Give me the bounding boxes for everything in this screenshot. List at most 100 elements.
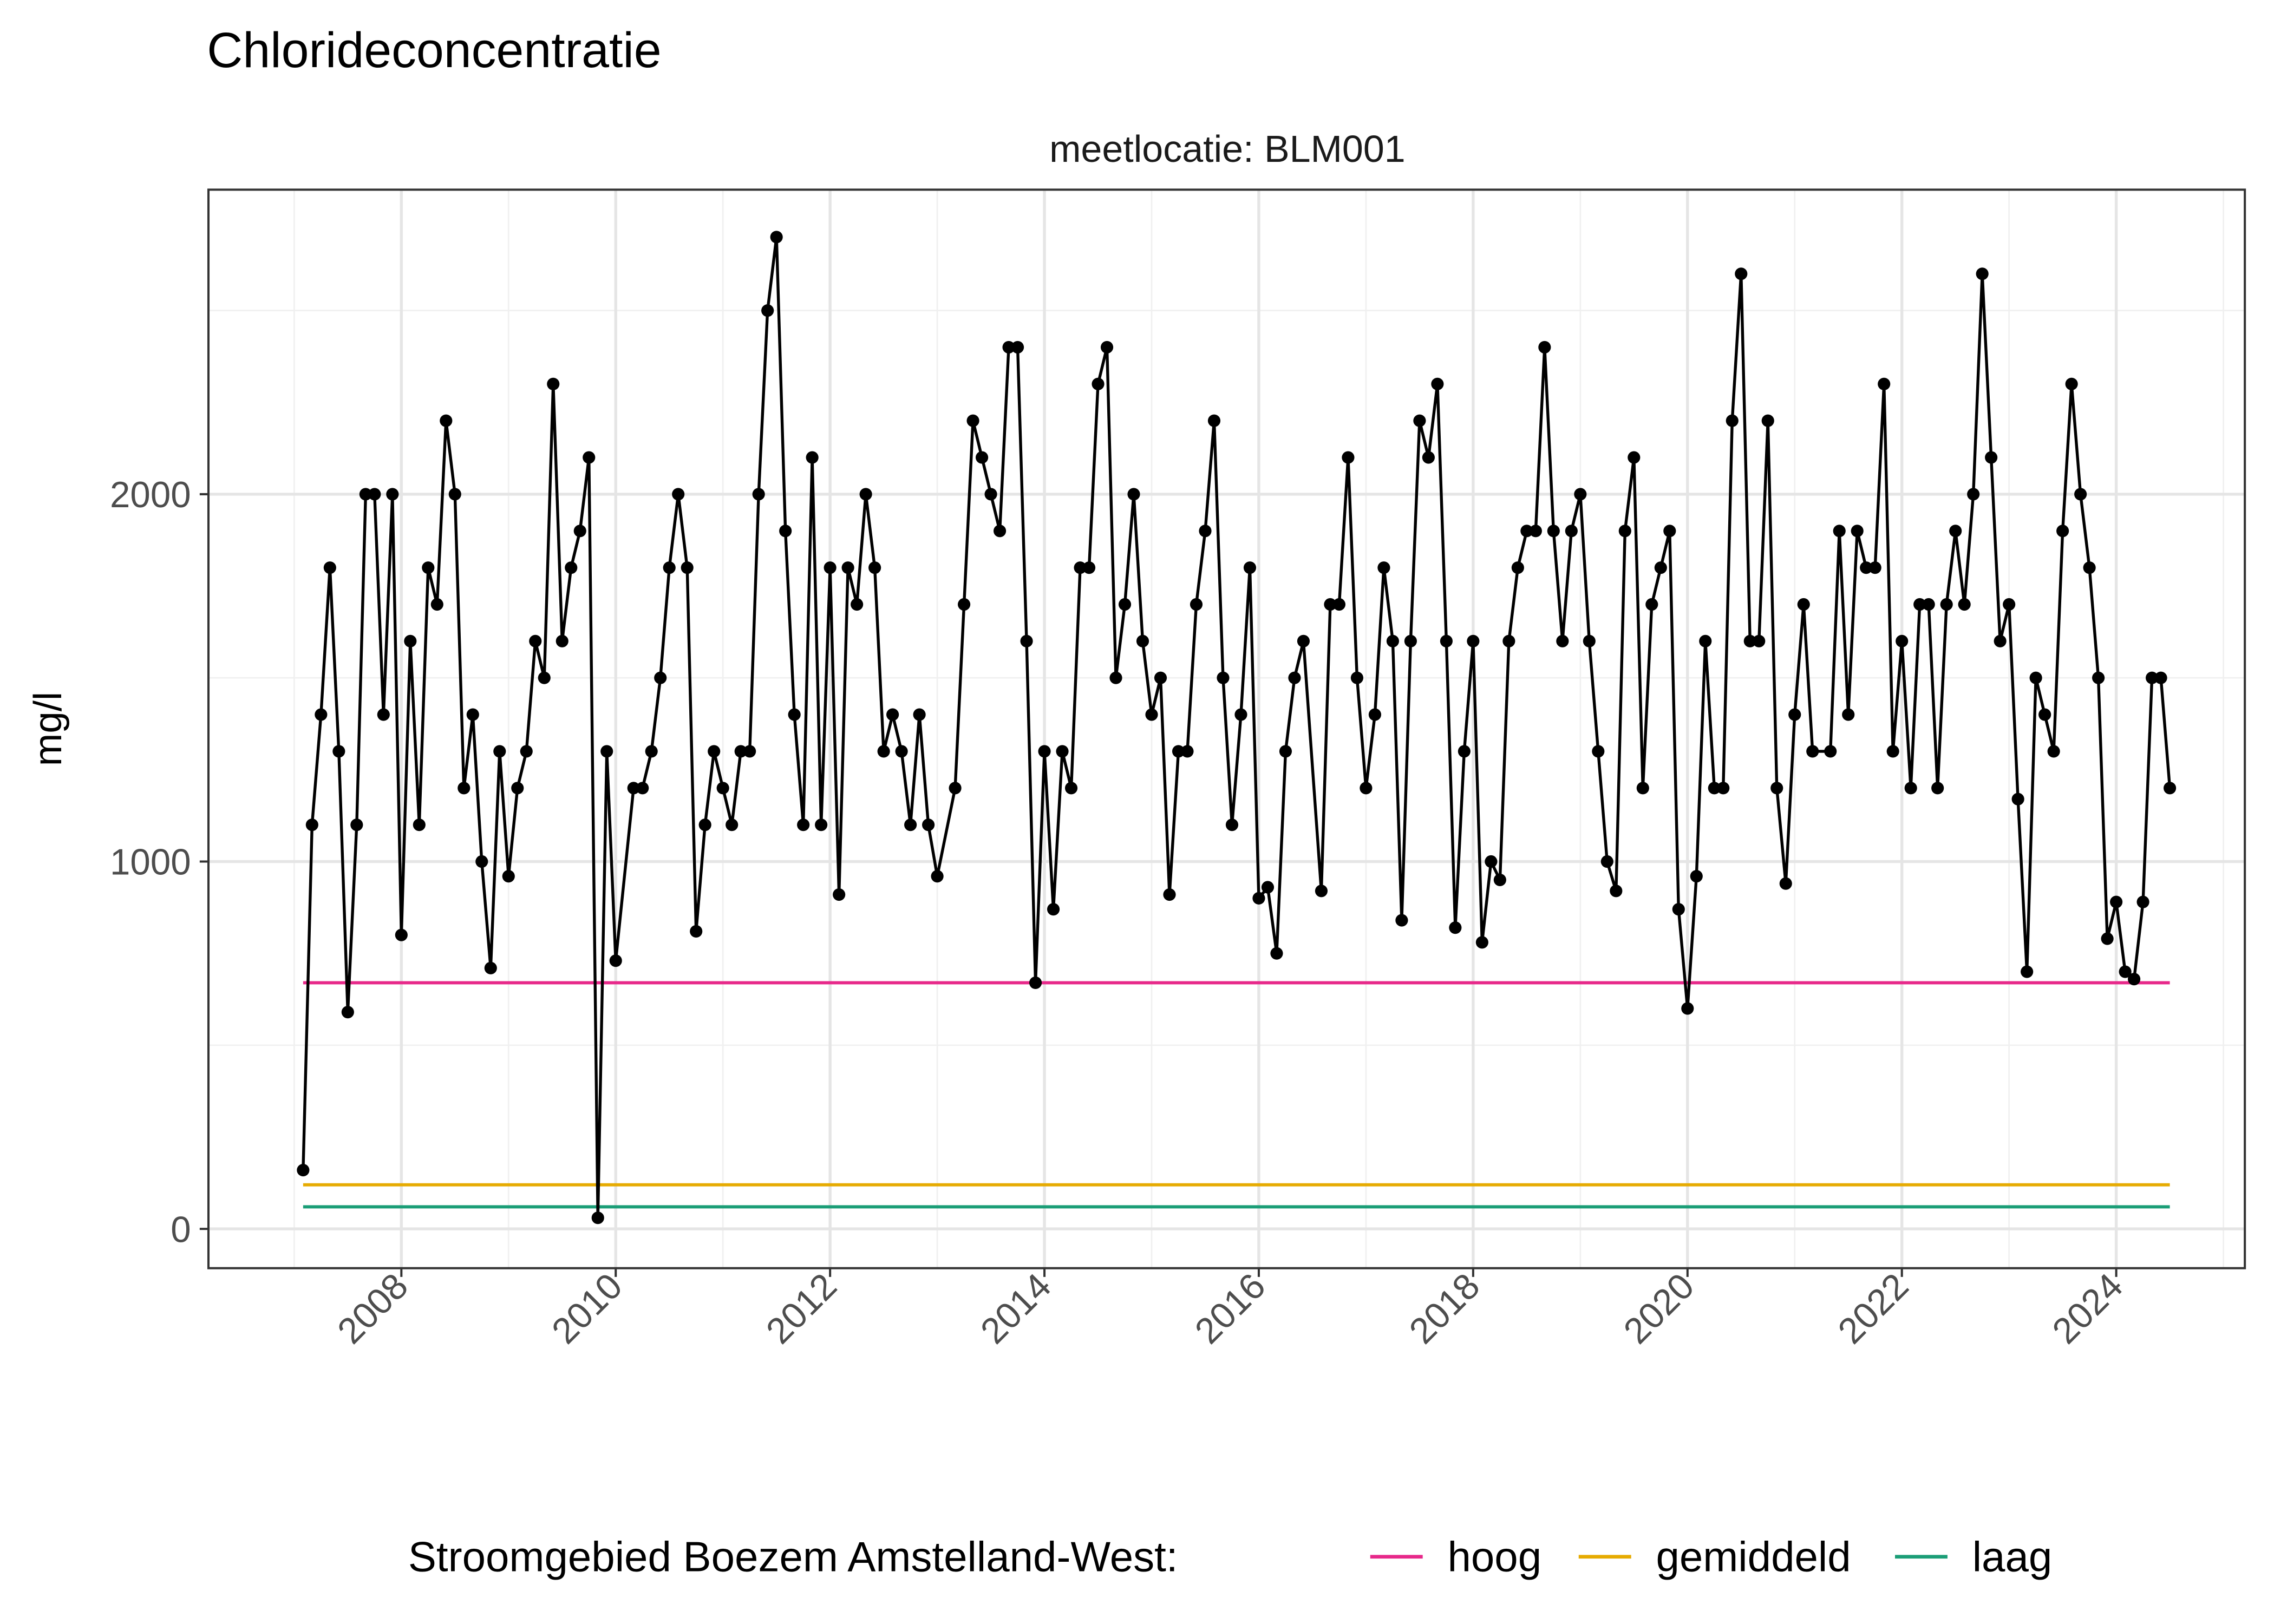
data-point	[556, 634, 568, 647]
data-point	[386, 488, 399, 501]
data-point	[931, 870, 944, 883]
data-point	[1350, 671, 1363, 684]
legend-label: hoog	[1447, 1533, 1541, 1581]
data-point	[1788, 708, 1801, 721]
data-point	[493, 745, 506, 758]
data-point	[1753, 634, 1766, 647]
data-point	[976, 451, 989, 464]
data-point	[1699, 634, 1712, 647]
data-point	[430, 598, 443, 611]
data-point	[1958, 598, 1971, 611]
data-point	[2056, 525, 2069, 538]
y-tick-label: 1000	[110, 842, 191, 883]
data-point	[1029, 976, 1042, 990]
data-point	[1681, 1002, 1694, 1015]
data-point	[1779, 877, 1792, 890]
legend-label: laag	[1972, 1533, 2053, 1581]
data-point	[2136, 895, 2149, 908]
data-point	[2029, 671, 2042, 684]
data-point	[1529, 525, 1542, 538]
data-point	[851, 598, 864, 611]
data-point	[1645, 598, 1658, 611]
data-point	[797, 818, 810, 831]
data-point	[1618, 525, 1631, 538]
data-point	[2146, 671, 2159, 684]
data-point	[1610, 885, 1623, 898]
data-point	[1833, 525, 1846, 538]
data-point	[1297, 634, 1310, 647]
data-point	[1154, 671, 1167, 684]
data-point	[1207, 414, 1221, 427]
data-point	[1726, 414, 1739, 427]
data-point	[904, 818, 917, 831]
data-point	[413, 818, 426, 831]
data-point	[993, 525, 1007, 538]
data-point	[1904, 782, 1917, 795]
data-point	[350, 818, 363, 831]
data-point	[2154, 671, 2167, 684]
data-point	[1190, 598, 1203, 611]
data-point	[1342, 451, 1355, 464]
data-point	[1842, 708, 1855, 721]
data-point	[2003, 598, 2016, 611]
data-point	[1136, 634, 1149, 647]
data-point	[716, 782, 729, 795]
data-point	[1386, 634, 1399, 647]
data-point	[1074, 561, 1087, 574]
legend-label: gemiddeld	[1656, 1533, 1851, 1581]
data-point	[2119, 965, 2132, 978]
data-point	[529, 634, 542, 647]
data-point	[1261, 881, 1275, 894]
data-point	[1949, 525, 1962, 538]
data-point	[1360, 782, 1373, 795]
data-point	[2011, 793, 2024, 806]
data-point	[484, 961, 497, 974]
data-point	[1047, 903, 1060, 916]
data-point	[1976, 267, 1989, 280]
data-point	[726, 818, 739, 831]
data-point	[1538, 340, 1551, 354]
data-point	[958, 598, 971, 611]
data-point	[1404, 634, 1417, 647]
data-point	[1717, 782, 1730, 795]
data-point	[1082, 561, 1096, 574]
data-point	[404, 634, 417, 647]
data-point	[1708, 782, 1721, 795]
data-point	[609, 954, 622, 967]
data-point	[1011, 340, 1024, 354]
data-point	[779, 525, 792, 538]
data-point	[305, 818, 318, 831]
data-point	[1458, 745, 1471, 758]
data-point	[788, 708, 801, 721]
data-point	[984, 488, 997, 501]
reference-lines	[303, 981, 2170, 1209]
data-point	[502, 870, 515, 883]
data-point	[475, 855, 488, 868]
data-point	[591, 1212, 604, 1224]
data-point	[770, 231, 783, 244]
data-point	[1485, 855, 1498, 868]
data-point	[824, 561, 837, 574]
data-point	[1332, 598, 1346, 611]
data-point	[315, 708, 328, 721]
data-point	[359, 488, 372, 501]
data-point	[859, 488, 872, 501]
y-axis: 0 1000 2000	[110, 475, 209, 1250]
data-point	[1743, 634, 1756, 647]
data-point	[868, 561, 881, 574]
data-point	[1636, 782, 1649, 795]
data-point	[1735, 267, 1748, 280]
data-point	[1922, 598, 1935, 611]
y-tick-label: 0	[171, 1209, 191, 1250]
data-point	[627, 782, 640, 795]
data-point	[1038, 745, 1051, 758]
data-point	[1994, 634, 2007, 647]
data-point	[1315, 885, 1328, 898]
data-point	[895, 745, 908, 758]
data-point	[520, 745, 533, 758]
data-point	[1127, 488, 1140, 501]
data-point	[1172, 745, 1185, 758]
data-point	[1592, 745, 1605, 758]
data-point	[1565, 525, 1578, 538]
